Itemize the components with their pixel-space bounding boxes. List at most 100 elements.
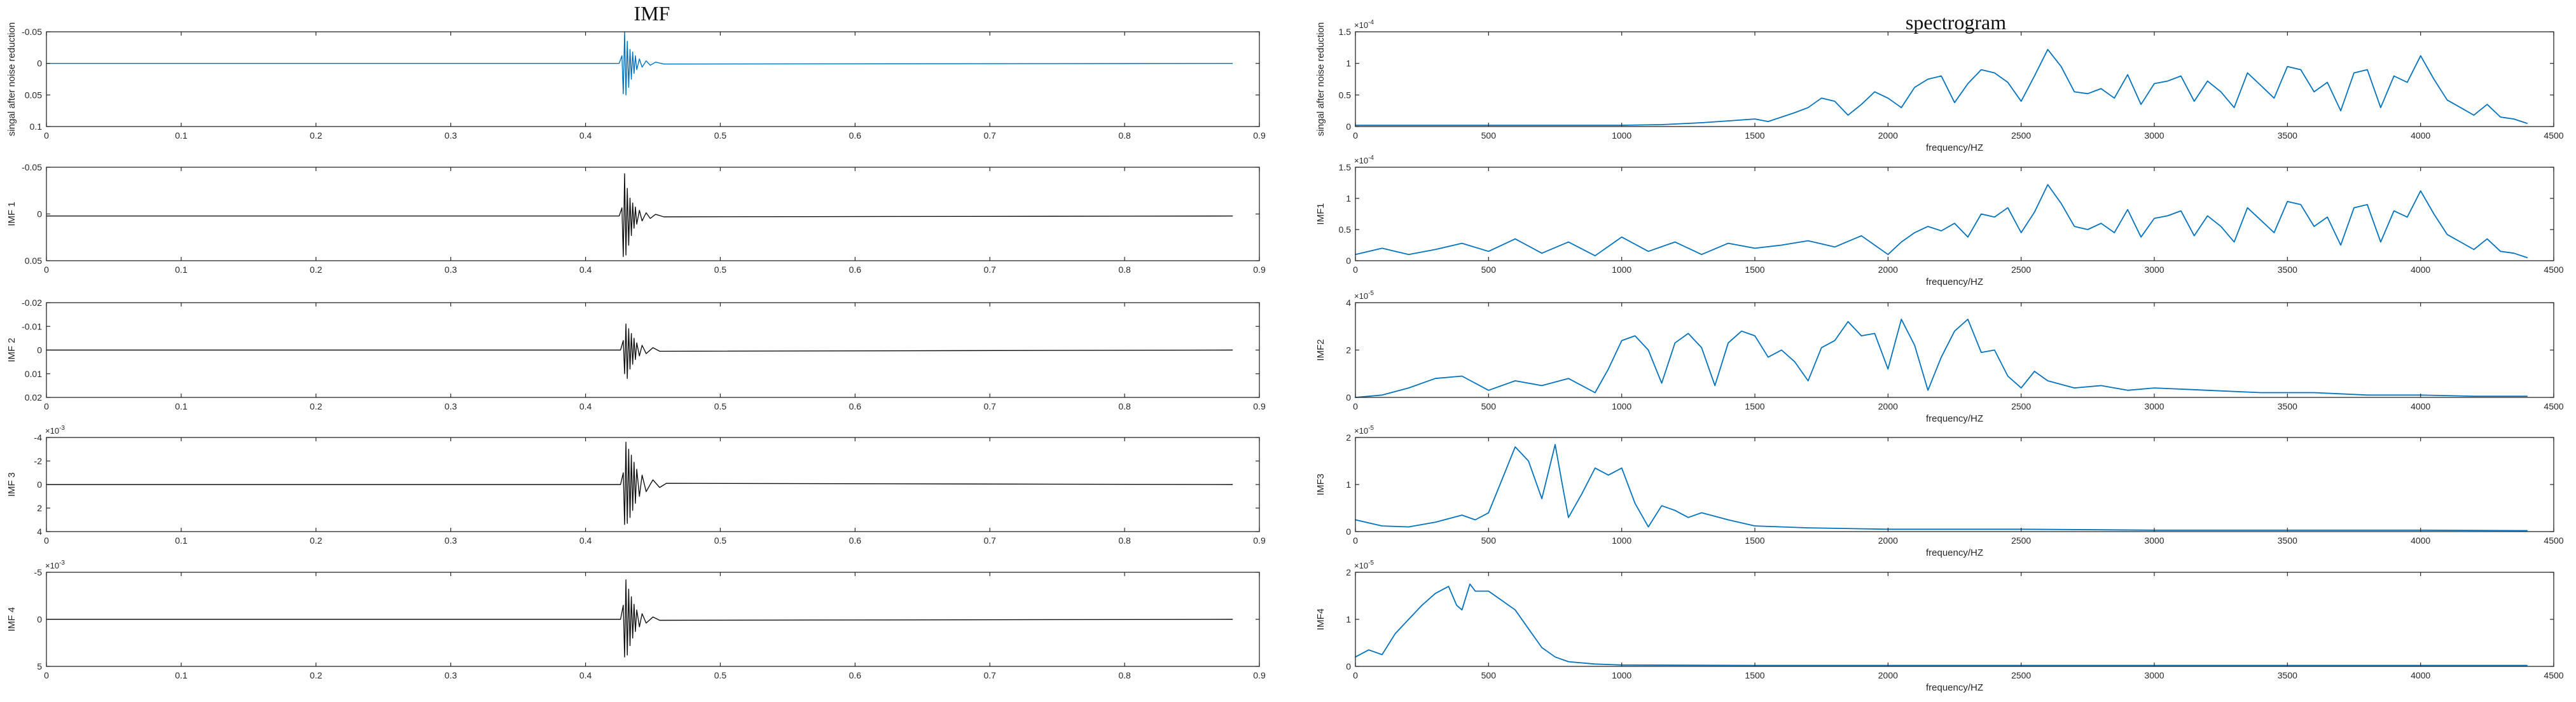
imf-axes-frame-1 xyxy=(46,31,1260,127)
x-tick-label: 500 xyxy=(1481,401,1497,411)
imf-series-line-2-0 xyxy=(46,173,1233,258)
spectrogram-subplot-2: 0 500 1000 1500 2000 2500 3000 3500 4000 4500 0 0.5… xyxy=(1315,155,2564,287)
x-tick-label: 2000 xyxy=(1878,130,1898,141)
y-tick-label: 0 xyxy=(37,345,42,355)
x-tick-label: 0.2 xyxy=(310,265,322,275)
x-axis-label: frequency/HZ xyxy=(1926,413,1983,424)
x-tick-label: 2500 xyxy=(2011,401,2031,411)
x-tick-label: 0.1 xyxy=(175,265,188,275)
y-tick-label: 1 xyxy=(1346,479,1351,490)
x-tick-label: 0.7 xyxy=(983,401,996,411)
y-axis-label: IMF2 xyxy=(1315,339,1326,361)
x-axis-label: frequency/HZ xyxy=(1926,547,1983,558)
x-tick-label: 3500 xyxy=(2278,401,2297,411)
x-tick-label: 0.8 xyxy=(1118,401,1131,411)
x-tick-label: 0.1 xyxy=(175,670,188,680)
spectrogram-axes-frame-5 xyxy=(1355,572,2554,667)
x-tick-label: 1500 xyxy=(1745,401,1764,411)
x-tick-label: 0.2 xyxy=(310,130,322,141)
x-tick-label: 0 xyxy=(1353,535,1358,546)
y-tick-label: 2 xyxy=(1346,345,1351,355)
y-exponent-label: ×10-5 xyxy=(1354,560,1374,570)
y-tick-label: 0 xyxy=(37,209,42,219)
x-tick-label: 0.4 xyxy=(579,670,592,680)
y-tick-label: 2 xyxy=(37,503,42,513)
x-tick-label: 0.6 xyxy=(849,670,862,680)
x-tick-label: 0 xyxy=(44,535,49,546)
x-tick-label: 2500 xyxy=(2011,265,2031,275)
x-tick-label: 0.5 xyxy=(714,401,727,411)
imf-series-line-3-0 xyxy=(46,323,1233,379)
x-tick-label: 0.7 xyxy=(983,265,996,275)
y-tick-label: 0 xyxy=(37,614,42,624)
x-tick-label: 3500 xyxy=(2278,535,2297,546)
y-tick-label: 4 xyxy=(37,526,42,537)
x-tick-label: 1000 xyxy=(1612,401,1631,411)
x-tick-label: 0.6 xyxy=(849,535,862,546)
x-tick-label: 0.5 xyxy=(714,265,727,275)
x-tick-label: 0.3 xyxy=(445,130,457,141)
x-tick-label: 0 xyxy=(1353,265,1358,275)
x-tick-label: 4000 xyxy=(2411,265,2430,275)
x-tick-label: 0.9 xyxy=(1253,401,1266,411)
spectrogram-subplot-5: 0 500 1000 1500 2000 2500 3000 3500 4000 4500 0 1 2×… xyxy=(1315,560,2564,693)
x-tick-label: 0.3 xyxy=(445,670,457,680)
x-tick-label: 0.2 xyxy=(310,535,322,546)
spectrogram-subplot-4: 0 500 1000 1500 2000 2500 3000 3500 4000 4500 0 1 2×… xyxy=(1315,425,2564,558)
spectrogram-axes-frame-1 xyxy=(1355,31,2554,127)
y-tick-label: 0 xyxy=(1346,392,1351,403)
x-tick-label: 0.3 xyxy=(445,535,457,546)
x-tick-label: 3500 xyxy=(2278,130,2297,141)
x-tick-label: 0.5 xyxy=(714,670,727,680)
x-tick-label: 0.3 xyxy=(445,401,457,411)
x-tick-label: 0.6 xyxy=(849,130,862,141)
imf-subplot-1: 0 0.1 0.2 0.3 0.4 0.5 0.6 0.7 0.8 0.9-0.0500.050.… xyxy=(6,22,1266,141)
x-axis-label: frequency/HZ xyxy=(1926,142,1983,153)
y-tick-label: 0 xyxy=(1346,121,1351,132)
imf-axes-frame-2 xyxy=(46,167,1260,261)
x-tick-label: 0.1 xyxy=(175,130,188,141)
y-tick-label: 1 xyxy=(1346,614,1351,624)
imf-series-line-4-0 xyxy=(46,441,1233,525)
x-tick-label: 1500 xyxy=(1745,670,1764,680)
y-axis-label: IMF 4 xyxy=(6,607,17,631)
y-tick-label: -0.01 xyxy=(22,321,42,331)
x-tick-label: 0.9 xyxy=(1253,535,1266,546)
x-tick-label: 1500 xyxy=(1745,130,1764,141)
x-tick-label: 500 xyxy=(1481,130,1497,141)
x-tick-label: 0.8 xyxy=(1118,130,1131,141)
x-tick-label: 0.1 xyxy=(175,535,188,546)
y-tick-label: 0.1 xyxy=(30,121,43,132)
y-tick-label: 0.02 xyxy=(25,392,42,403)
y-axis-label: IMF 1 xyxy=(6,202,17,226)
imf-subplot-5: 0 0.1 0.2 0.3 0.4 0.5 0.6 0.7 0.8 0.9-505×10-3IMF… xyxy=(6,560,1266,680)
x-tick-label: 4000 xyxy=(2411,130,2430,141)
y-exponent-label: ×10-3 xyxy=(45,560,65,570)
y-tick-label: 0.01 xyxy=(25,369,42,379)
y-tick-label: 2 xyxy=(1346,432,1351,443)
x-tick-label: 4000 xyxy=(2411,535,2430,546)
x-tick-label: 0.4 xyxy=(579,130,592,141)
y-axis-label: singal after noise reduction xyxy=(6,22,17,136)
x-tick-label: 1500 xyxy=(1745,265,1764,275)
y-axis-label: IMF1 xyxy=(1315,203,1326,224)
x-tick-label: 3000 xyxy=(2144,130,2164,141)
imf-panel-title: IMF xyxy=(634,2,670,25)
y-tick-label: 1.5 xyxy=(1339,27,1352,37)
x-tick-label: 0.7 xyxy=(983,535,996,546)
imf-series-line-5-0 xyxy=(46,579,1233,657)
x-tick-label: 0.5 xyxy=(714,130,727,141)
x-tick-label: 0 xyxy=(44,401,49,411)
x-tick-label: 500 xyxy=(1481,670,1497,680)
x-tick-label: 0.1 xyxy=(175,401,188,411)
x-tick-label: 2500 xyxy=(2011,535,2031,546)
spectrogram-series-line-2-0 xyxy=(1355,184,2528,259)
y-tick-label: 0 xyxy=(37,479,42,490)
y-tick-label: -4 xyxy=(34,432,43,443)
imf-series-line-1-0 xyxy=(46,31,1233,96)
x-tick-label: 1500 xyxy=(1745,535,1764,546)
x-tick-label: 500 xyxy=(1481,535,1497,546)
spectrogram-series-line-5-0 xyxy=(1355,583,2528,666)
imf-subplot-2: 0 0.1 0.2 0.3 0.4 0.5 0.6 0.7 0.8 0.9-0.0500.05IM… xyxy=(6,162,1266,275)
x-tick-label: 0.6 xyxy=(849,265,862,275)
